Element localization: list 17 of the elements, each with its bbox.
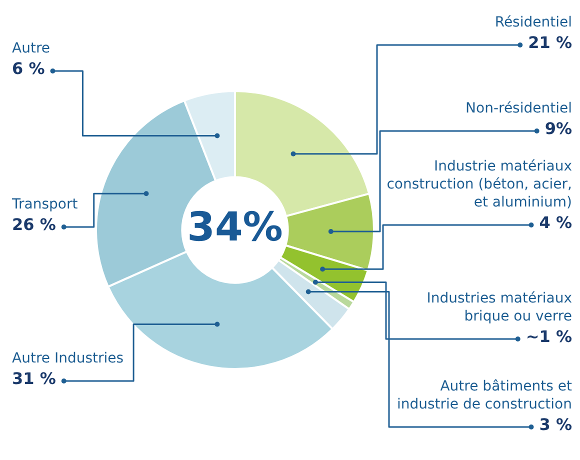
text: 34%: [187, 204, 283, 250]
data-label: 4 %: [539, 213, 572, 232]
slice-label: Autre bâtiments et industrie de construction: [396, 378, 572, 413]
data-label: 21 %: [528, 33, 572, 52]
slice-label: Transport: [11, 196, 78, 213]
slice-label: Industrie matériaux construction (béton, acier, et aluminium): [386, 158, 572, 211]
slice-label: Résidentiel: [494, 14, 572, 31]
data-label: 3 %: [539, 415, 572, 434]
data-label: 26 %: [12, 215, 56, 234]
slice-label: Industries matériaux brique ou verre: [426, 290, 572, 325]
data-label: 31 %: [12, 369, 56, 388]
slice-label: Autre: [12, 40, 50, 57]
slice-label: Non-résidentiel: [466, 100, 572, 117]
slice-label: Autre Industries: [12, 350, 124, 367]
data-label: ~1 %: [526, 327, 572, 346]
data-label: 9%: [544, 119, 572, 138]
data-label: 6 %: [12, 59, 45, 78]
